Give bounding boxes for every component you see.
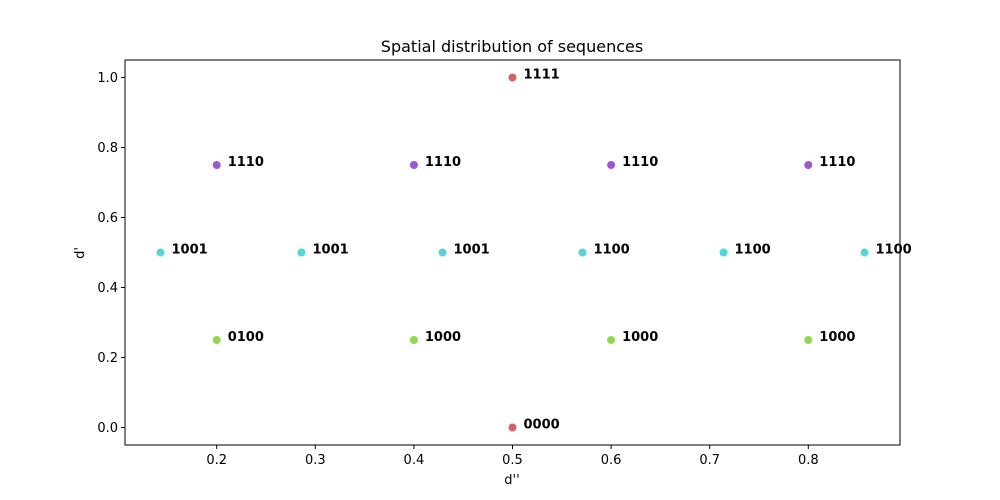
data-point-label: 1000 [622, 330, 658, 345]
data-point-label: 1110 [622, 155, 658, 170]
data-point-label: 1001 [171, 243, 207, 258]
x-tick-label: 0.7 [699, 453, 720, 468]
x-axis-label: d'' [504, 473, 519, 488]
y-axis-label: d' [73, 247, 88, 259]
data-point-label: 1110 [228, 155, 264, 170]
data-point [607, 161, 616, 169]
data-point-label: 1001 [312, 243, 348, 258]
data-point [212, 336, 221, 344]
y-tick-label: 0.8 [97, 141, 118, 156]
data-point [607, 336, 616, 344]
data-point [804, 161, 813, 169]
y-tick-label: 0.0 [97, 421, 118, 436]
x-tick-label: 0.3 [305, 453, 326, 468]
data-point-label: 1100 [594, 243, 630, 258]
chart-title: Spatial distribution of sequences [381, 37, 643, 56]
data-point-label: 0000 [524, 418, 560, 433]
y-tick-label: 0.6 [97, 211, 118, 226]
data-point-label: 0100 [228, 330, 264, 345]
data-point [578, 248, 587, 257]
data-point [860, 248, 869, 257]
data-point-label: 1111 [524, 68, 560, 83]
x-tick-label: 0.5 [502, 453, 523, 468]
data-point [508, 73, 517, 82]
data-point-label: 1000 [819, 330, 855, 345]
data-point [156, 248, 165, 257]
data-point [297, 248, 306, 257]
data-point [438, 248, 447, 257]
plot-area-frame [124, 59, 901, 446]
x-axis-ticks: 0.2 0.3 0.4 0.5 0.6 0.7 0.8 [206, 445, 819, 468]
data-point [804, 336, 813, 344]
data-point [719, 248, 728, 257]
data-point-label: 1110 [425, 155, 461, 170]
data-point [409, 161, 418, 169]
y-tick-label: 1.0 [97, 71, 118, 86]
y-axis-ticks: 0.0 0.2 0.4 0.6 0.8 1.0 [97, 71, 125, 436]
data-point-label: 1110 [819, 155, 855, 170]
data-point-label: 1100 [735, 243, 771, 258]
data-point [212, 161, 221, 169]
y-tick-label: 0.4 [97, 281, 118, 296]
data-point [409, 336, 418, 344]
data-point [508, 423, 517, 432]
data-point-label: 1001 [453, 243, 489, 258]
data-point-label: 1100 [876, 243, 912, 258]
x-tick-label: 0.2 [206, 453, 227, 468]
point-marks: 1111 1110 1110 1110 1110 1001 1001 1001 1100 1100… [156, 68, 912, 433]
y-tick-label: 0.2 [97, 351, 118, 366]
data-point-label: 1000 [425, 330, 461, 345]
x-tick-label: 0.6 [601, 453, 622, 468]
x-tick-label: 0.4 [404, 453, 425, 468]
x-tick-label: 0.8 [798, 453, 819, 468]
